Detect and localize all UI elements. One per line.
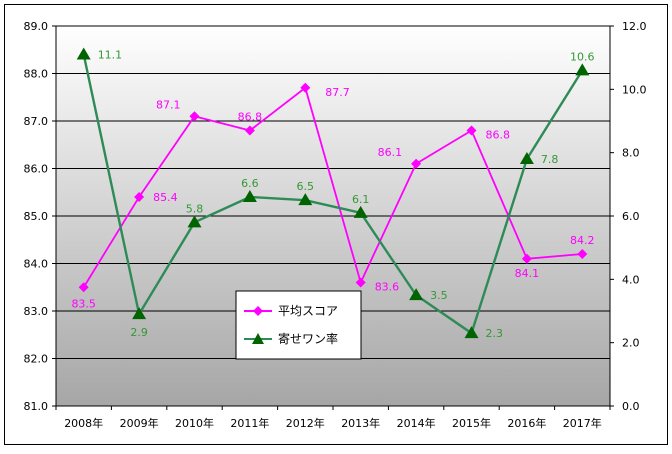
updown-point: [464, 326, 479, 339]
legend-diamond-marker: [253, 306, 263, 316]
left-tick-label: 81.0: [24, 400, 49, 413]
legend-triangle-marker: [252, 333, 264, 344]
updown-point: [575, 63, 590, 76]
score-data-label: 83.5: [71, 297, 96, 310]
left-tick-label: 87.0: [24, 115, 49, 128]
updown-data-label: 6.1: [352, 193, 370, 206]
score-data-label: 84.1: [515, 267, 540, 280]
score-point: [466, 125, 477, 136]
updown-point: [76, 47, 91, 60]
x-tick-label: 2009年: [120, 416, 159, 430]
x-axis: 2008年 2009年 2010年 2011年 2012年 2013年 2014年 2015年…: [55, 406, 611, 430]
updown-data-label: 5.8: [186, 202, 204, 215]
score-data-label: 87.1: [156, 98, 181, 111]
left-tick-label: 83.0: [24, 305, 49, 318]
score-data-label: 83.6: [375, 281, 400, 294]
updown-data-label: 10.6: [570, 50, 595, 63]
score-point: [411, 158, 422, 169]
score-point: [78, 282, 89, 293]
score-point: [300, 82, 311, 93]
legend-label-score: 平均スコア: [278, 304, 338, 318]
right-tick-label: 10.0: [622, 83, 647, 96]
updown-point: [519, 152, 534, 164]
legend-label-updown: 寄せワン率: [278, 331, 338, 346]
x-tick-label: 2014年: [397, 416, 436, 430]
updown-point: [187, 215, 202, 228]
score-data-label: 84.2: [570, 234, 595, 247]
score-point: [189, 111, 200, 122]
left-tick-label: 82.0: [24, 353, 49, 366]
score-point: [134, 192, 145, 202]
score-point: [244, 125, 255, 136]
updown-point: [298, 193, 313, 206]
updown-point: [353, 205, 368, 218]
score-data-label: 86.1: [378, 146, 403, 159]
left-tick-label: 85.0: [24, 210, 49, 223]
updown-data-label: 2.3: [486, 327, 504, 340]
left-tick-label: 89.0: [24, 20, 49, 33]
left-tick-label: 84.0: [24, 258, 49, 271]
score-data-label: 86.8: [238, 111, 263, 124]
right-axis: 0.0 2.0 4.0 6.0 8.0 10.0 12.0: [610, 20, 647, 413]
right-tick-label: 12.0: [622, 20, 647, 33]
score-data-label: 86.8: [486, 129, 511, 142]
score-data-label: 87.7: [325, 86, 350, 99]
score-point: [577, 249, 588, 259]
updown-data-label: 6.5: [297, 180, 315, 193]
updown-point: [132, 307, 147, 320]
score-data-label: 85.4: [153, 191, 178, 204]
x-tick-label: 2008年: [64, 416, 103, 430]
updown-point: [409, 288, 424, 301]
updown-data-label: 2.9: [130, 326, 148, 339]
x-tick-label: 2016年: [507, 416, 546, 430]
x-tick-label: 2010年: [175, 416, 214, 430]
x-tick-label: 2013年: [341, 416, 380, 430]
updown-data-label: 3.5: [430, 289, 448, 302]
series-line-updown: [82, 54, 584, 336]
right-tick-label: 0.0: [622, 400, 640, 413]
x-tick-label: 2011年: [230, 416, 269, 430]
x-tick-label: 2017年: [563, 416, 602, 430]
x-tick-label: 2015年: [452, 416, 491, 430]
score-point: [355, 277, 366, 288]
series: 83.5 85.4 87.1 86.8 87.7 83.6 86.1 86.8 84.1 84.2…: [71, 47, 595, 340]
x-tick-label: 2012年: [286, 416, 325, 430]
score-point: [521, 253, 532, 264]
legend: 平均スコア 寄せワン率: [235, 290, 362, 360]
updown-data-label: 7.8: [541, 153, 559, 166]
series-line-score: [82, 86, 583, 288]
left-tick-label: 88.0: [24, 68, 49, 81]
left-axis: 81.0 82.0 83.0 84.0 85.0 86.0 87.0 88.0 89.0: [24, 20, 56, 413]
updown-data-label: 11.1: [98, 49, 123, 62]
left-tick-label: 86.0: [24, 163, 49, 176]
right-tick-label: 2.0: [622, 337, 640, 350]
right-tick-label: 8.0: [622, 147, 640, 160]
right-tick-label: 4.0: [622, 273, 640, 286]
updown-data-label: 6.6: [241, 177, 259, 190]
updown-point: [242, 190, 257, 202]
right-tick-label: 6.0: [622, 210, 640, 223]
legend-box: [235, 290, 362, 360]
